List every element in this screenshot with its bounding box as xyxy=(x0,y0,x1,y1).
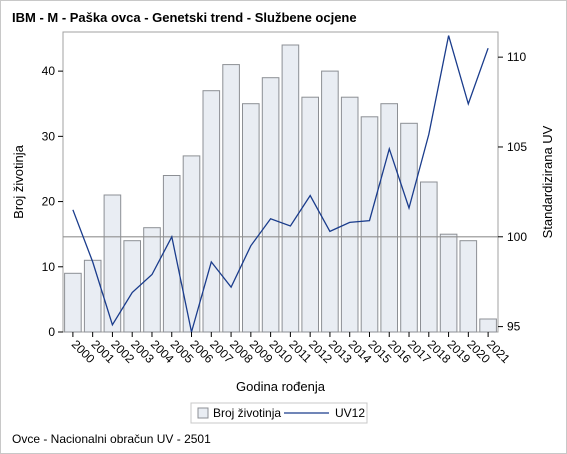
bar xyxy=(400,122,418,333)
bar xyxy=(301,96,319,333)
bar xyxy=(439,233,458,333)
legend-bar-swatch xyxy=(197,407,209,419)
y-right-tick-label: 100 xyxy=(507,230,527,244)
legend-bar-label: Broj životinja xyxy=(213,406,281,420)
bar xyxy=(340,96,359,333)
y-axis-left-label: Broj životinja xyxy=(11,144,26,218)
bar xyxy=(202,90,221,333)
bar xyxy=(261,77,280,333)
y-right-tick-label: 105 xyxy=(507,140,527,154)
bar xyxy=(459,240,478,333)
legend: Broj životinja UV12 xyxy=(190,402,368,424)
uv12-line xyxy=(72,35,489,333)
bar xyxy=(360,116,379,333)
bar xyxy=(64,272,82,333)
plot-border xyxy=(62,31,499,333)
x-axis-label: Godina rođenja xyxy=(236,379,326,394)
bar xyxy=(420,181,438,333)
y-left-tick-label: 20 xyxy=(42,195,56,209)
bar xyxy=(321,70,339,333)
y-left-tick-label: 40 xyxy=(42,64,56,78)
y-right-tick-label: 95 xyxy=(507,320,521,334)
y-left-tick-label: 30 xyxy=(42,129,56,143)
legend-line-label: UV12 xyxy=(335,406,365,420)
plot-area: 0102030409510010511020002001200220032004… xyxy=(42,31,527,366)
bar xyxy=(162,175,181,333)
y-left-tick-label: 0 xyxy=(48,325,55,339)
footnote: Ovce - Nacionalni obračun UV - 2501 xyxy=(12,432,211,446)
chart-title: IBM - M - Paška ovca - Genetski trend - … xyxy=(12,10,357,25)
legend-box xyxy=(190,402,368,424)
y-right-tick-label: 110 xyxy=(507,50,526,64)
bar xyxy=(380,103,398,333)
bar xyxy=(222,64,240,333)
bar xyxy=(242,103,260,333)
y-left-tick-label: 10 xyxy=(42,260,56,274)
bar xyxy=(281,44,300,333)
bar xyxy=(479,318,497,333)
bar xyxy=(83,259,102,333)
y-axis-right-label: Standardizirana UV xyxy=(540,125,555,238)
bar xyxy=(103,194,122,333)
